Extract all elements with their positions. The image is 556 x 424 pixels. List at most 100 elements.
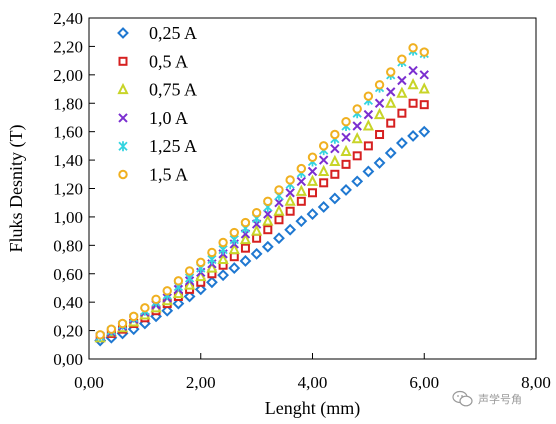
legend-label: 0,25 A <box>149 23 197 43</box>
data-point <box>386 87 396 97</box>
y-tick-label: 0,60 <box>53 265 83 284</box>
data-point <box>395 137 408 149</box>
data-point <box>373 157 386 169</box>
data-point <box>318 141 329 151</box>
data-point <box>408 43 418 53</box>
data-point <box>396 86 408 98</box>
data-point <box>207 247 217 258</box>
data-point <box>386 118 396 128</box>
data-point <box>285 175 295 185</box>
data-point <box>318 155 329 165</box>
data-point <box>274 215 284 225</box>
legend-item: 1,0 A <box>118 108 188 128</box>
data-point <box>306 208 319 220</box>
legend-item: 0,25 A <box>117 23 197 43</box>
data-point <box>251 224 263 236</box>
data-point <box>206 276 218 289</box>
data-point <box>263 209 273 219</box>
x-tick-label: 4,00 <box>298 373 328 392</box>
legend-marker <box>118 113 128 123</box>
data-point <box>375 130 385 140</box>
y-tick-label: 2,40 <box>53 9 83 28</box>
data-point <box>295 215 308 228</box>
data-point <box>183 290 196 303</box>
y-tick-label: 1,60 <box>53 123 83 142</box>
y-tick-label: 2,20 <box>53 37 83 56</box>
data-point <box>206 261 218 273</box>
data-point <box>263 225 273 235</box>
data-point <box>351 175 364 188</box>
y-tick-label: 0,80 <box>53 236 83 255</box>
x-tick-label: 0,00 <box>74 373 104 392</box>
data-point <box>284 194 296 206</box>
data-point <box>95 330 105 340</box>
data-point <box>184 266 195 276</box>
data-point <box>183 278 196 290</box>
watermark-text: 声学号角 <box>478 393 522 406</box>
data-point <box>229 252 239 262</box>
legend-label: 0,75 A <box>149 80 197 100</box>
data-point <box>240 217 251 228</box>
data-point <box>407 78 419 90</box>
data-point <box>273 232 285 245</box>
x-axis-title: Lenght (mm) <box>265 398 360 419</box>
data-point <box>239 232 252 245</box>
data-point <box>385 96 397 108</box>
data-point <box>251 207 262 218</box>
legend-marker <box>118 141 128 152</box>
data-point <box>240 243 250 253</box>
data-point <box>397 75 407 86</box>
y-axis-title: Fluks Desnity (T) <box>6 124 27 252</box>
data-point <box>296 176 307 187</box>
data-point <box>172 297 185 310</box>
data-point <box>374 98 385 108</box>
data-point <box>362 119 374 131</box>
data-point <box>352 104 362 114</box>
data-point <box>162 286 172 296</box>
data-point <box>274 198 284 208</box>
legend: 0,25 A 0,5 A 0,75 A 1,0 A 1,25 A 1,5 A <box>117 23 197 185</box>
data-point <box>194 283 207 296</box>
data-point <box>161 304 174 317</box>
data-point <box>330 144 340 154</box>
legend-marker <box>118 169 128 180</box>
data-point <box>228 262 241 274</box>
data-point <box>328 192 341 205</box>
data-point <box>274 185 284 195</box>
legend-marker <box>117 27 129 39</box>
legend-label: 1,25 A <box>149 136 197 156</box>
legend-item: 1,25 A <box>118 136 197 156</box>
data-point <box>228 242 240 255</box>
y-tick-label: 1,40 <box>53 151 83 170</box>
data-point <box>363 91 374 101</box>
data-point <box>296 196 306 206</box>
x-tick-label: 6,00 <box>409 373 439 392</box>
data-point <box>340 144 352 157</box>
data-point <box>419 47 429 57</box>
data-point <box>397 54 407 64</box>
data-point <box>218 237 228 248</box>
y-tick-label: 1,00 <box>53 208 83 227</box>
data-point <box>362 165 375 178</box>
legend-item: 0,5 A <box>118 51 188 71</box>
data-point <box>239 255 252 267</box>
y-tick-label: 0,40 <box>53 293 83 312</box>
y-tick-label: 0,20 <box>53 322 83 341</box>
data-point <box>217 252 229 265</box>
data-point <box>352 121 362 131</box>
series-4 <box>95 65 429 341</box>
legend-marker <box>117 82 129 95</box>
series-3 <box>94 78 430 343</box>
data-point <box>419 100 429 110</box>
data-point <box>363 141 373 151</box>
data-point <box>351 132 363 144</box>
data-point <box>363 109 374 120</box>
data-point <box>408 65 418 76</box>
legend-item: 0,75 A <box>117 80 197 100</box>
data-point <box>306 174 319 186</box>
watermark: 声学号角 <box>452 388 552 410</box>
data-point <box>330 129 340 140</box>
data-point <box>285 206 295 216</box>
data-point <box>307 166 318 177</box>
